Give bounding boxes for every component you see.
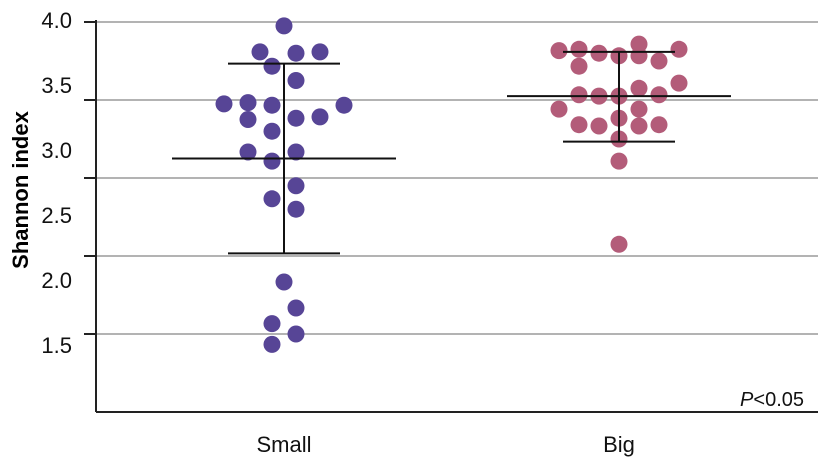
data-point xyxy=(590,44,608,62)
data-point xyxy=(570,116,588,134)
p-value-letter: P xyxy=(740,389,754,411)
data-point xyxy=(263,335,281,353)
data-point xyxy=(610,235,628,253)
data-point xyxy=(263,57,281,75)
data-point xyxy=(287,44,305,62)
p-value-text: <0.05 xyxy=(753,389,804,411)
y-tick-label: 1.5 xyxy=(41,333,72,358)
p-value-annotation: P<0.05 xyxy=(740,389,804,411)
data-point xyxy=(630,100,648,118)
data-point xyxy=(630,35,648,53)
data-point xyxy=(287,325,305,343)
axis-labels: 4.0 3.5 3.0 2.5 2.0 1.5 Small Big xyxy=(41,8,634,457)
data-point xyxy=(251,43,269,61)
data-point xyxy=(570,86,588,104)
data-point xyxy=(630,79,648,97)
data-point xyxy=(263,152,281,170)
data-point xyxy=(239,111,257,128)
data-point xyxy=(287,72,305,89)
data-point xyxy=(263,122,281,140)
data-point xyxy=(263,190,281,208)
data-point xyxy=(239,94,257,112)
data-point xyxy=(570,40,588,58)
data-point xyxy=(311,108,329,126)
error-bars xyxy=(172,50,731,255)
data-point xyxy=(239,143,257,161)
data-points xyxy=(215,17,688,353)
y-tick-label: 3.5 xyxy=(41,73,72,98)
y-tick-label: 2.5 xyxy=(41,203,72,228)
data-point xyxy=(590,117,608,135)
x-category-label: Small xyxy=(256,432,311,457)
y-axis xyxy=(84,20,818,413)
data-point xyxy=(275,273,293,291)
data-point xyxy=(287,177,305,195)
data-point xyxy=(650,52,668,70)
y-tick-label: 4.0 xyxy=(41,8,72,33)
data-point xyxy=(287,109,305,127)
data-point xyxy=(670,40,688,58)
data-point xyxy=(263,315,281,333)
x-category-label: Big xyxy=(603,432,635,457)
data-point xyxy=(550,42,568,60)
data-point xyxy=(630,117,648,135)
data-point xyxy=(650,86,668,104)
data-point xyxy=(215,95,233,113)
data-point xyxy=(630,47,648,65)
y-axis-title: Shannon index xyxy=(8,110,33,268)
data-point xyxy=(287,143,305,161)
data-point xyxy=(311,43,329,61)
data-point xyxy=(287,299,305,317)
data-point xyxy=(287,200,305,218)
data-point xyxy=(550,100,568,118)
data-point xyxy=(275,17,293,35)
data-point xyxy=(650,116,668,134)
y-tick-label: 3.0 xyxy=(41,138,72,163)
data-point xyxy=(263,96,281,114)
data-point xyxy=(610,152,628,170)
data-point xyxy=(570,57,588,75)
data-point xyxy=(670,74,688,92)
y-tick-label: 2.0 xyxy=(41,268,72,293)
data-point xyxy=(335,96,353,114)
gridlines xyxy=(96,21,818,335)
